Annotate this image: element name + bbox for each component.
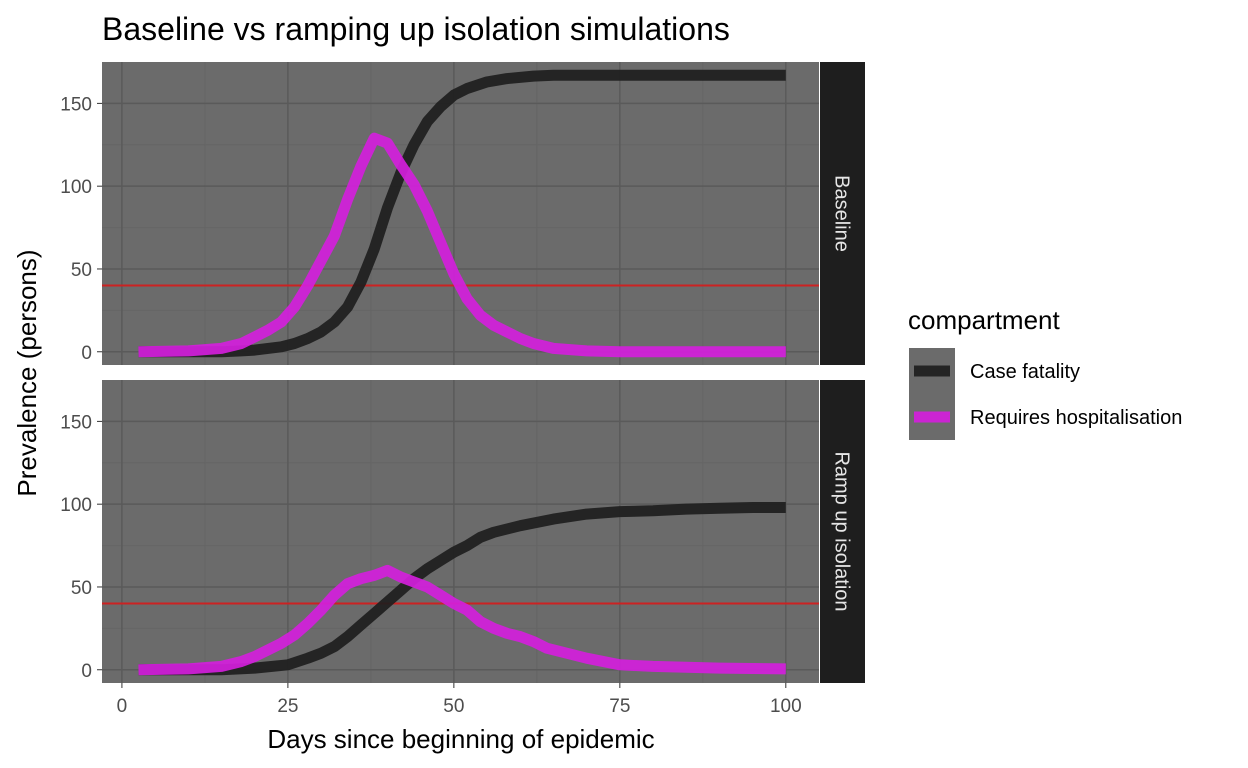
- x-tick-label: 75: [609, 696, 630, 717]
- x-tick-label: 50: [443, 696, 464, 717]
- y-tick-label: 0: [81, 343, 92, 364]
- facet-strip: [820, 380, 865, 683]
- panel-background: [102, 62, 819, 365]
- series-line-1: [138, 564, 786, 676]
- y-tick-label: 100: [60, 495, 92, 516]
- chart-title: Baseline vs ramping up isolation simulat…: [102, 11, 730, 47]
- panel-0: 0 50 100 150 Baseline: [60, 62, 865, 365]
- legend-label: Requires hospitalisation: [970, 407, 1182, 429]
- legend: compartment Case fatality Requires hospit…: [908, 305, 1182, 440]
- x-tick-label: 25: [277, 696, 298, 717]
- facet-panels: 0 50 100 150 Baseline 0 50 100 150 Ramp up isolat…: [60, 62, 865, 683]
- series-line-0: [138, 502, 786, 676]
- y-tick-label: 150: [60, 94, 92, 115]
- series-line-1: [138, 132, 786, 358]
- facet-strip-label: Baseline: [831, 175, 853, 252]
- facet-strip-label: Ramp up isolation: [831, 451, 853, 611]
- panel-1: 0 50 100 150 Ramp up isolation: [60, 380, 865, 683]
- x-axis: 0 25 50 75 100: [117, 683, 802, 717]
- x-axis-title: Days since beginning of epidemic: [267, 724, 654, 754]
- facet-strip: [820, 62, 865, 365]
- y-axis-title: Prevalence (persons): [12, 249, 42, 496]
- y-tick-label: 100: [60, 177, 92, 198]
- x-tick-label: 100: [770, 696, 802, 717]
- panel-background: [102, 380, 819, 683]
- legend-title: compartment: [908, 305, 1060, 335]
- y-tick-label: 150: [60, 412, 92, 433]
- y-tick-label: 0: [81, 661, 92, 682]
- y-tick-label: 50: [71, 260, 92, 281]
- y-tick-label: 50: [71, 578, 92, 599]
- x-tick-label: 0: [117, 696, 128, 717]
- legend-label: Case fatality: [970, 361, 1080, 383]
- series-line-0: [138, 69, 786, 358]
